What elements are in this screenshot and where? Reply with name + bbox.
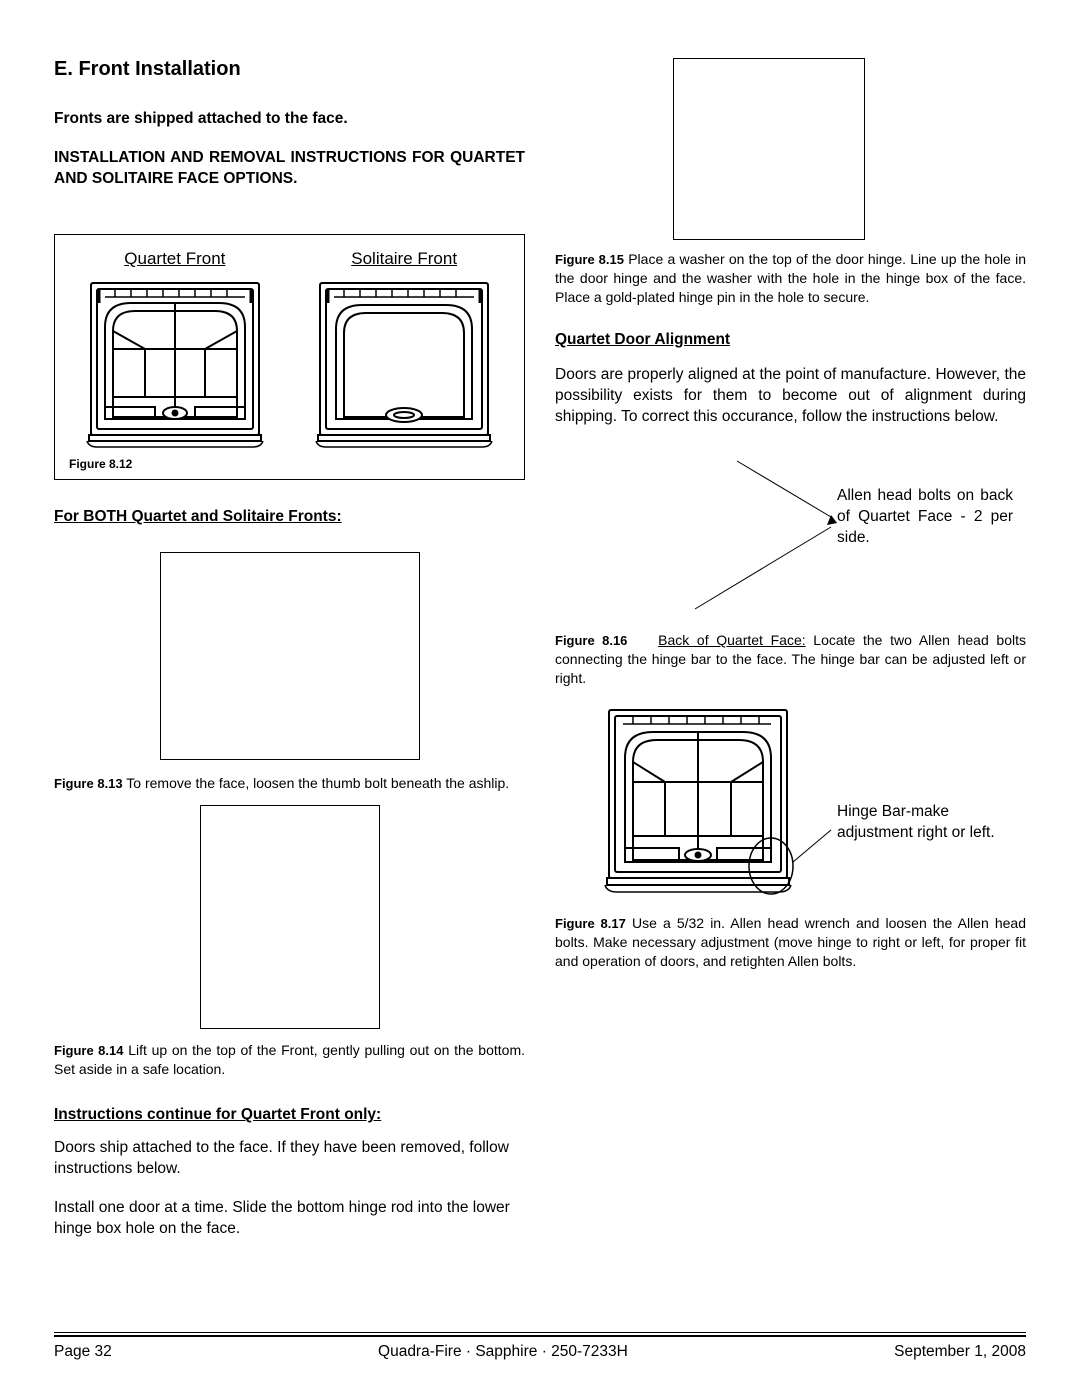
- figure-8-15-label: Figure 8.15: [555, 252, 624, 267]
- figure-8-12-box: Quartet Front: [54, 234, 525, 480]
- quartet-front-label: Quartet Front: [69, 249, 281, 269]
- two-column-layout: E. Front Installation Fronts are shipped…: [54, 58, 1026, 1240]
- figure-8-15-text: Place a washer on the top of the door hi…: [555, 251, 1026, 305]
- continue-quartet-heading: Instructions continue for Quartet Front …: [54, 1106, 525, 1124]
- footer-rule-2: [54, 1335, 1026, 1337]
- solitaire-front-diagram: [314, 279, 494, 449]
- figure-8-13-placeholder: [160, 552, 420, 760]
- quartet-front-diagram: [85, 279, 265, 449]
- figure-8-16-underlined: Back of Quartet Face:: [658, 632, 806, 648]
- doors-ship-paragraph: Doors ship attached to the face. If they…: [54, 1138, 525, 1180]
- install-one-door-paragraph: Install one door at a time. Slide the bo…: [54, 1198, 525, 1240]
- figure-8-16-caption: Figure 8.16 Back of Quartet Face: Locate…: [555, 631, 1026, 688]
- figure-8-17-label: Figure 8.17: [555, 916, 626, 931]
- figure-8-15-placeholder: [673, 58, 865, 240]
- solitaire-front-item: Solitaire Front: [298, 249, 510, 449]
- quartet-door-alignment-heading: Quartet Door Alignment: [555, 331, 1026, 349]
- section-title: E. Front Installation: [54, 58, 525, 81]
- figure-8-14-placeholder: [200, 805, 380, 1029]
- allen-bolts-callout-text: Allen head bolts on back of Quartet Face…: [837, 486, 1013, 549]
- install-instructions-heading: INSTALLATION AND REMOVAL INSTRUCTIONS FO…: [54, 148, 525, 190]
- figure-8-13-text: To remove the face, loosen the thumb bol…: [123, 775, 510, 791]
- for-both-heading: For BOTH Quartet and Solitaire Fronts:: [54, 508, 525, 526]
- figure-8-14-label: Figure 8.14: [54, 1043, 123, 1058]
- right-column: Figure 8.15 Place a washer on the top of…: [555, 58, 1026, 1240]
- figure-8-16-label: Figure 8.16: [555, 633, 627, 648]
- fronts-row: Quartet Front: [69, 249, 510, 449]
- figure-8-17-caption: Figure 8.17 Use a 5/32 in. Allen head wr…: [555, 914, 1026, 971]
- figure-8-15-caption: Figure 8.15 Place a washer on the top of…: [555, 250, 1026, 307]
- footer-rule-1: [54, 1332, 1026, 1333]
- footer-center: Quadra-Fire · Sapphire · 250-7233H: [378, 1343, 628, 1361]
- figure-8-12-label: Figure 8.12: [69, 457, 510, 471]
- page-container: E. Front Installation Fronts are shipped…: [0, 0, 1080, 1397]
- alignment-paragraph: Doors are properly aligned at the point …: [555, 365, 1026, 428]
- figure-8-13-label: Figure 8.13: [54, 776, 123, 791]
- page-footer: Page 32 Quadra-Fire · Sapphire · 250-723…: [54, 1332, 1026, 1361]
- figure-8-17-diagram: Hinge Bar-make adjustment right or left.: [555, 702, 1026, 912]
- figure-8-14-caption: Figure 8.14 Lift up on the top of the Fr…: [54, 1041, 525, 1079]
- left-column: E. Front Installation Fronts are shipped…: [54, 58, 525, 1240]
- hinge-bar-callout-text: Hinge Bar-make adjustment right or left.: [837, 802, 1007, 844]
- figure-8-17-text: Use a 5/32 in. Allen head wrench and loo…: [555, 915, 1026, 969]
- figure-8-14-text: Lift up on the top of the Front, gently …: [54, 1042, 525, 1077]
- footer-page-number: Page 32: [54, 1343, 112, 1361]
- figure-8-13-caption: Figure 8.13 To remove the face, loosen t…: [54, 774, 525, 793]
- quartet-front-item: Quartet Front: [69, 249, 281, 449]
- footer-date: September 1, 2008: [894, 1343, 1026, 1361]
- solitaire-front-label: Solitaire Front: [298, 249, 510, 269]
- intro-bold: Fronts are shipped attached to the face.: [54, 109, 525, 130]
- footer-row: Page 32 Quadra-Fire · Sapphire · 250-723…: [54, 1339, 1026, 1361]
